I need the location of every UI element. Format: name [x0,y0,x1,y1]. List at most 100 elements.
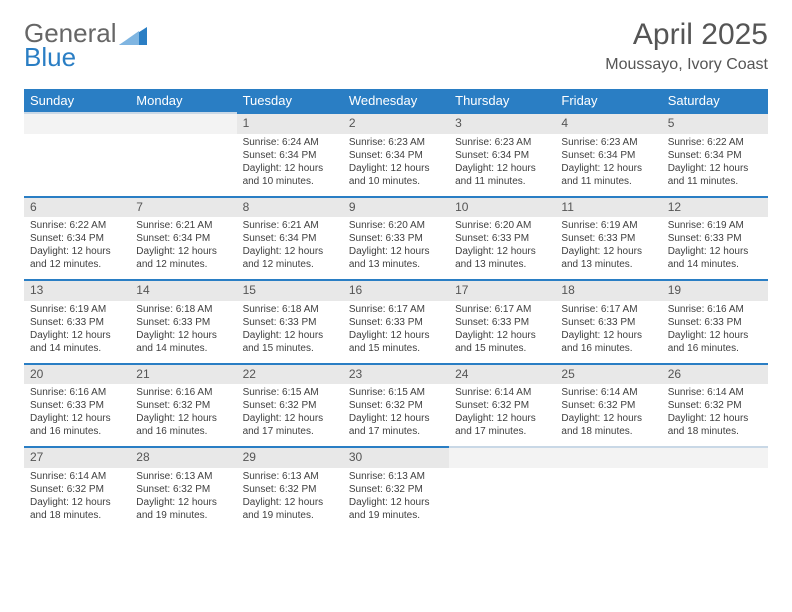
daylight-line2: and 16 minutes. [561,342,655,355]
daylight-line1: Daylight: 12 hours [136,329,230,342]
sunset-text: Sunset: 6:32 PM [561,399,655,412]
calendar-cell: 24Sunrise: 6:14 AMSunset: 6:32 PMDayligh… [449,363,555,447]
daylight-line2: and 13 minutes. [455,258,549,271]
daylight-line1: Daylight: 12 hours [243,245,337,258]
day-body: Sunrise: 6:16 AMSunset: 6:33 PMDaylight:… [24,384,130,446]
sunrise-text: Sunrise: 6:19 AM [561,219,655,232]
day-number-empty [555,446,661,468]
daylight-line1: Daylight: 12 hours [243,162,337,175]
daylight-line1: Daylight: 12 hours [455,162,549,175]
daylight-line2: and 10 minutes. [243,175,337,188]
calendar-row: 13Sunrise: 6:19 AMSunset: 6:33 PMDayligh… [24,279,768,363]
sunset-text: Sunset: 6:32 PM [243,483,337,496]
daylight-line2: and 15 minutes. [349,342,443,355]
calendar-cell: 1Sunrise: 6:24 AMSunset: 6:34 PMDaylight… [237,112,343,196]
day-body-empty [555,468,661,524]
daylight-line1: Daylight: 12 hours [561,329,655,342]
sunrise-text: Sunrise: 6:13 AM [349,470,443,483]
sunset-text: Sunset: 6:32 PM [349,483,443,496]
daylight-line1: Daylight: 12 hours [349,245,443,258]
day-number: 21 [130,363,236,385]
daylight-line1: Daylight: 12 hours [561,412,655,425]
day-number: 16 [343,279,449,301]
calendar-cell: 9Sunrise: 6:20 AMSunset: 6:33 PMDaylight… [343,196,449,280]
calendar-cell: 6Sunrise: 6:22 AMSunset: 6:34 PMDaylight… [24,196,130,280]
daylight-line1: Daylight: 12 hours [668,162,762,175]
daylight-line2: and 11 minutes. [561,175,655,188]
calendar-cell: 29Sunrise: 6:13 AMSunset: 6:32 PMDayligh… [237,446,343,530]
calendar-cell: 15Sunrise: 6:18 AMSunset: 6:33 PMDayligh… [237,279,343,363]
sunset-text: Sunset: 6:32 PM [136,399,230,412]
weekday-header-row: SundayMondayTuesdayWednesdayThursdayFrid… [24,89,768,112]
calendar-cell: 16Sunrise: 6:17 AMSunset: 6:33 PMDayligh… [343,279,449,363]
day-number: 28 [130,446,236,468]
calendar-cell: 3Sunrise: 6:23 AMSunset: 6:34 PMDaylight… [449,112,555,196]
day-number-empty [449,446,555,468]
day-body: Sunrise: 6:23 AMSunset: 6:34 PMDaylight:… [449,134,555,196]
sunrise-text: Sunrise: 6:14 AM [668,386,762,399]
calendar-cell: 22Sunrise: 6:15 AMSunset: 6:32 PMDayligh… [237,363,343,447]
calendar-cell: 5Sunrise: 6:22 AMSunset: 6:34 PMDaylight… [662,112,768,196]
daylight-line2: and 13 minutes. [561,258,655,271]
daylight-line1: Daylight: 12 hours [243,412,337,425]
daylight-line2: and 19 minutes. [243,509,337,522]
day-number: 11 [555,196,661,218]
sunset-text: Sunset: 6:32 PM [136,483,230,496]
sunset-text: Sunset: 6:33 PM [30,399,124,412]
day-number-empty [130,112,236,134]
sunrise-text: Sunrise: 6:14 AM [561,386,655,399]
daylight-line2: and 14 minutes. [668,258,762,271]
day-body: Sunrise: 6:23 AMSunset: 6:34 PMDaylight:… [343,134,449,196]
daylight-line2: and 17 minutes. [349,425,443,438]
sunset-text: Sunset: 6:32 PM [349,399,443,412]
daylight-line1: Daylight: 12 hours [30,245,124,258]
sunset-text: Sunset: 6:34 PM [349,149,443,162]
daylight-line1: Daylight: 12 hours [455,329,549,342]
day-body: Sunrise: 6:19 AMSunset: 6:33 PMDaylight:… [555,217,661,279]
day-body: Sunrise: 6:19 AMSunset: 6:33 PMDaylight:… [662,217,768,279]
sunrise-text: Sunrise: 6:14 AM [30,470,124,483]
day-body: Sunrise: 6:20 AMSunset: 6:33 PMDaylight:… [343,217,449,279]
daylight-line1: Daylight: 12 hours [30,329,124,342]
weekday-header: Tuesday [237,89,343,112]
day-body: Sunrise: 6:22 AMSunset: 6:34 PMDaylight:… [24,217,130,279]
calendar-cell: 25Sunrise: 6:14 AMSunset: 6:32 PMDayligh… [555,363,661,447]
day-number: 29 [237,446,343,468]
day-number: 7 [130,196,236,218]
sunrise-text: Sunrise: 6:17 AM [349,303,443,316]
sunset-text: Sunset: 6:33 PM [668,316,762,329]
sunset-text: Sunset: 6:33 PM [243,316,337,329]
day-number: 23 [343,363,449,385]
day-number: 20 [24,363,130,385]
sunset-text: Sunset: 6:33 PM [30,316,124,329]
day-number: 18 [555,279,661,301]
sunrise-text: Sunrise: 6:15 AM [349,386,443,399]
daylight-line2: and 13 minutes. [349,258,443,271]
weekday-header: Monday [130,89,236,112]
calendar-cell: 19Sunrise: 6:16 AMSunset: 6:33 PMDayligh… [662,279,768,363]
daylight-line1: Daylight: 12 hours [455,412,549,425]
logo-triangle-icon [119,23,147,45]
day-number: 19 [662,279,768,301]
day-number: 1 [237,112,343,134]
day-body: Sunrise: 6:21 AMSunset: 6:34 PMDaylight:… [130,217,236,279]
day-number: 25 [555,363,661,385]
calendar-cell: 20Sunrise: 6:16 AMSunset: 6:33 PMDayligh… [24,363,130,447]
daylight-line2: and 17 minutes. [243,425,337,438]
daylight-line2: and 19 minutes. [136,509,230,522]
day-number: 4 [555,112,661,134]
day-body: Sunrise: 6:14 AMSunset: 6:32 PMDaylight:… [449,384,555,446]
daylight-line1: Daylight: 12 hours [349,329,443,342]
day-number: 13 [24,279,130,301]
sunrise-text: Sunrise: 6:16 AM [30,386,124,399]
day-body: Sunrise: 6:21 AMSunset: 6:34 PMDaylight:… [237,217,343,279]
day-body: Sunrise: 6:14 AMSunset: 6:32 PMDaylight:… [555,384,661,446]
day-body: Sunrise: 6:15 AMSunset: 6:32 PMDaylight:… [343,384,449,446]
calendar-cell: 18Sunrise: 6:17 AMSunset: 6:33 PMDayligh… [555,279,661,363]
sunset-text: Sunset: 6:32 PM [668,399,762,412]
day-body: Sunrise: 6:16 AMSunset: 6:32 PMDaylight:… [130,384,236,446]
daylight-line1: Daylight: 12 hours [136,245,230,258]
calendar-cell [24,112,130,196]
weekday-header: Friday [555,89,661,112]
daylight-line2: and 18 minutes. [668,425,762,438]
